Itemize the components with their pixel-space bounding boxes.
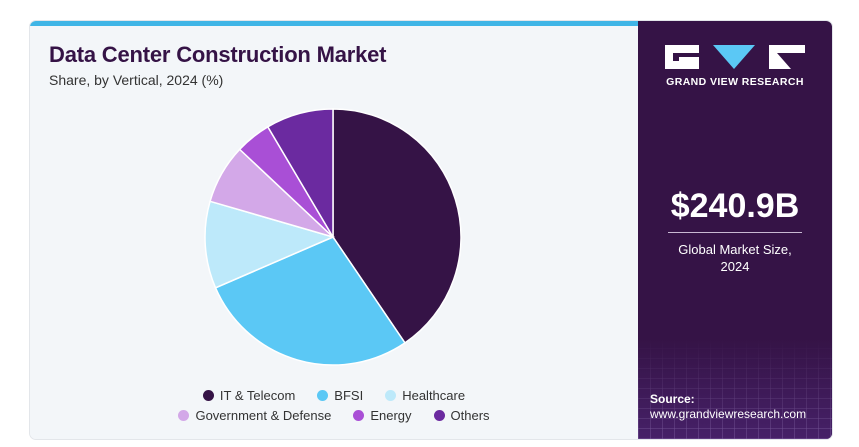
legend-swatch-government-defense — [178, 410, 190, 421]
market-size-value: $240.9B — [670, 187, 800, 225]
chart-subtitle: Share, by Vertical, 2024 (%) — [49, 72, 224, 88]
market-size-label-line-1: Global Market Size, — [678, 242, 792, 257]
legend-item-healthcare: Healthcare — [385, 388, 465, 403]
legend-label-healthcare: Healthcare — [402, 388, 466, 403]
market-size-label: Global Market Size, 2024 — [638, 241, 832, 275]
legend-swatch-others — [433, 410, 445, 421]
pie-chart — [204, 108, 462, 366]
chart-title: Data Center Construction Market — [49, 42, 387, 67]
pie-slice-bfsi — [214, 236, 406, 366]
market-size-label-line-2: 2024 — [720, 259, 750, 274]
brand-name: GRAND VIEW RESEARCH — [666, 76, 804, 88]
legend-label-energy: Energy — [370, 408, 412, 423]
source-url: www.grandviewresearch.com — [650, 407, 807, 421]
legend-item-others: Others — [433, 408, 490, 423]
chart-panel: Data Center Construction Market Share, b… — [30, 21, 638, 439]
legend-swatch-healthcare — [385, 390, 397, 401]
report-card: Data Center Construction Market Share, b… — [30, 21, 832, 439]
legend-row-1: IT & Telecom BFSI Healthcare — [30, 388, 638, 403]
legend-swatch-bfsi — [317, 390, 329, 401]
legend-swatch-energy — [353, 410, 365, 421]
legend-label-bfsi: BFSI — [334, 388, 364, 403]
legend-swatch-it-telecom — [202, 390, 214, 401]
divider — [668, 232, 802, 233]
legend-item-bfsi: BFSI — [317, 388, 363, 403]
legend-label-it-telecom: IT & Telecom — [219, 388, 296, 403]
legend-item-government-defense: Government & Defense — [178, 408, 331, 423]
pie-slice-it-telecom — [332, 108, 462, 344]
pie-slice-others — [266, 108, 334, 240]
decorative-grid — [638, 339, 832, 439]
legend-item-energy: Energy — [353, 408, 412, 423]
pie-slice-healthcare — [204, 200, 336, 289]
legend-label-government-defense: Government & Defense — [195, 408, 332, 423]
gvr-logo-icon — [665, 45, 805, 69]
accent-bar — [30, 21, 638, 26]
source-label: Source: — [650, 392, 695, 406]
summary-panel: GRAND VIEW RESEARCH $240.9B Global Marke… — [638, 21, 832, 439]
source-block: Source: www.grandviewresearch.com — [650, 392, 806, 422]
legend-item-it-telecom: IT & Telecom — [202, 388, 296, 403]
legend-label-others: Others — [450, 408, 490, 423]
legend-row-2: Government & Defense Energy Others — [30, 408, 638, 423]
